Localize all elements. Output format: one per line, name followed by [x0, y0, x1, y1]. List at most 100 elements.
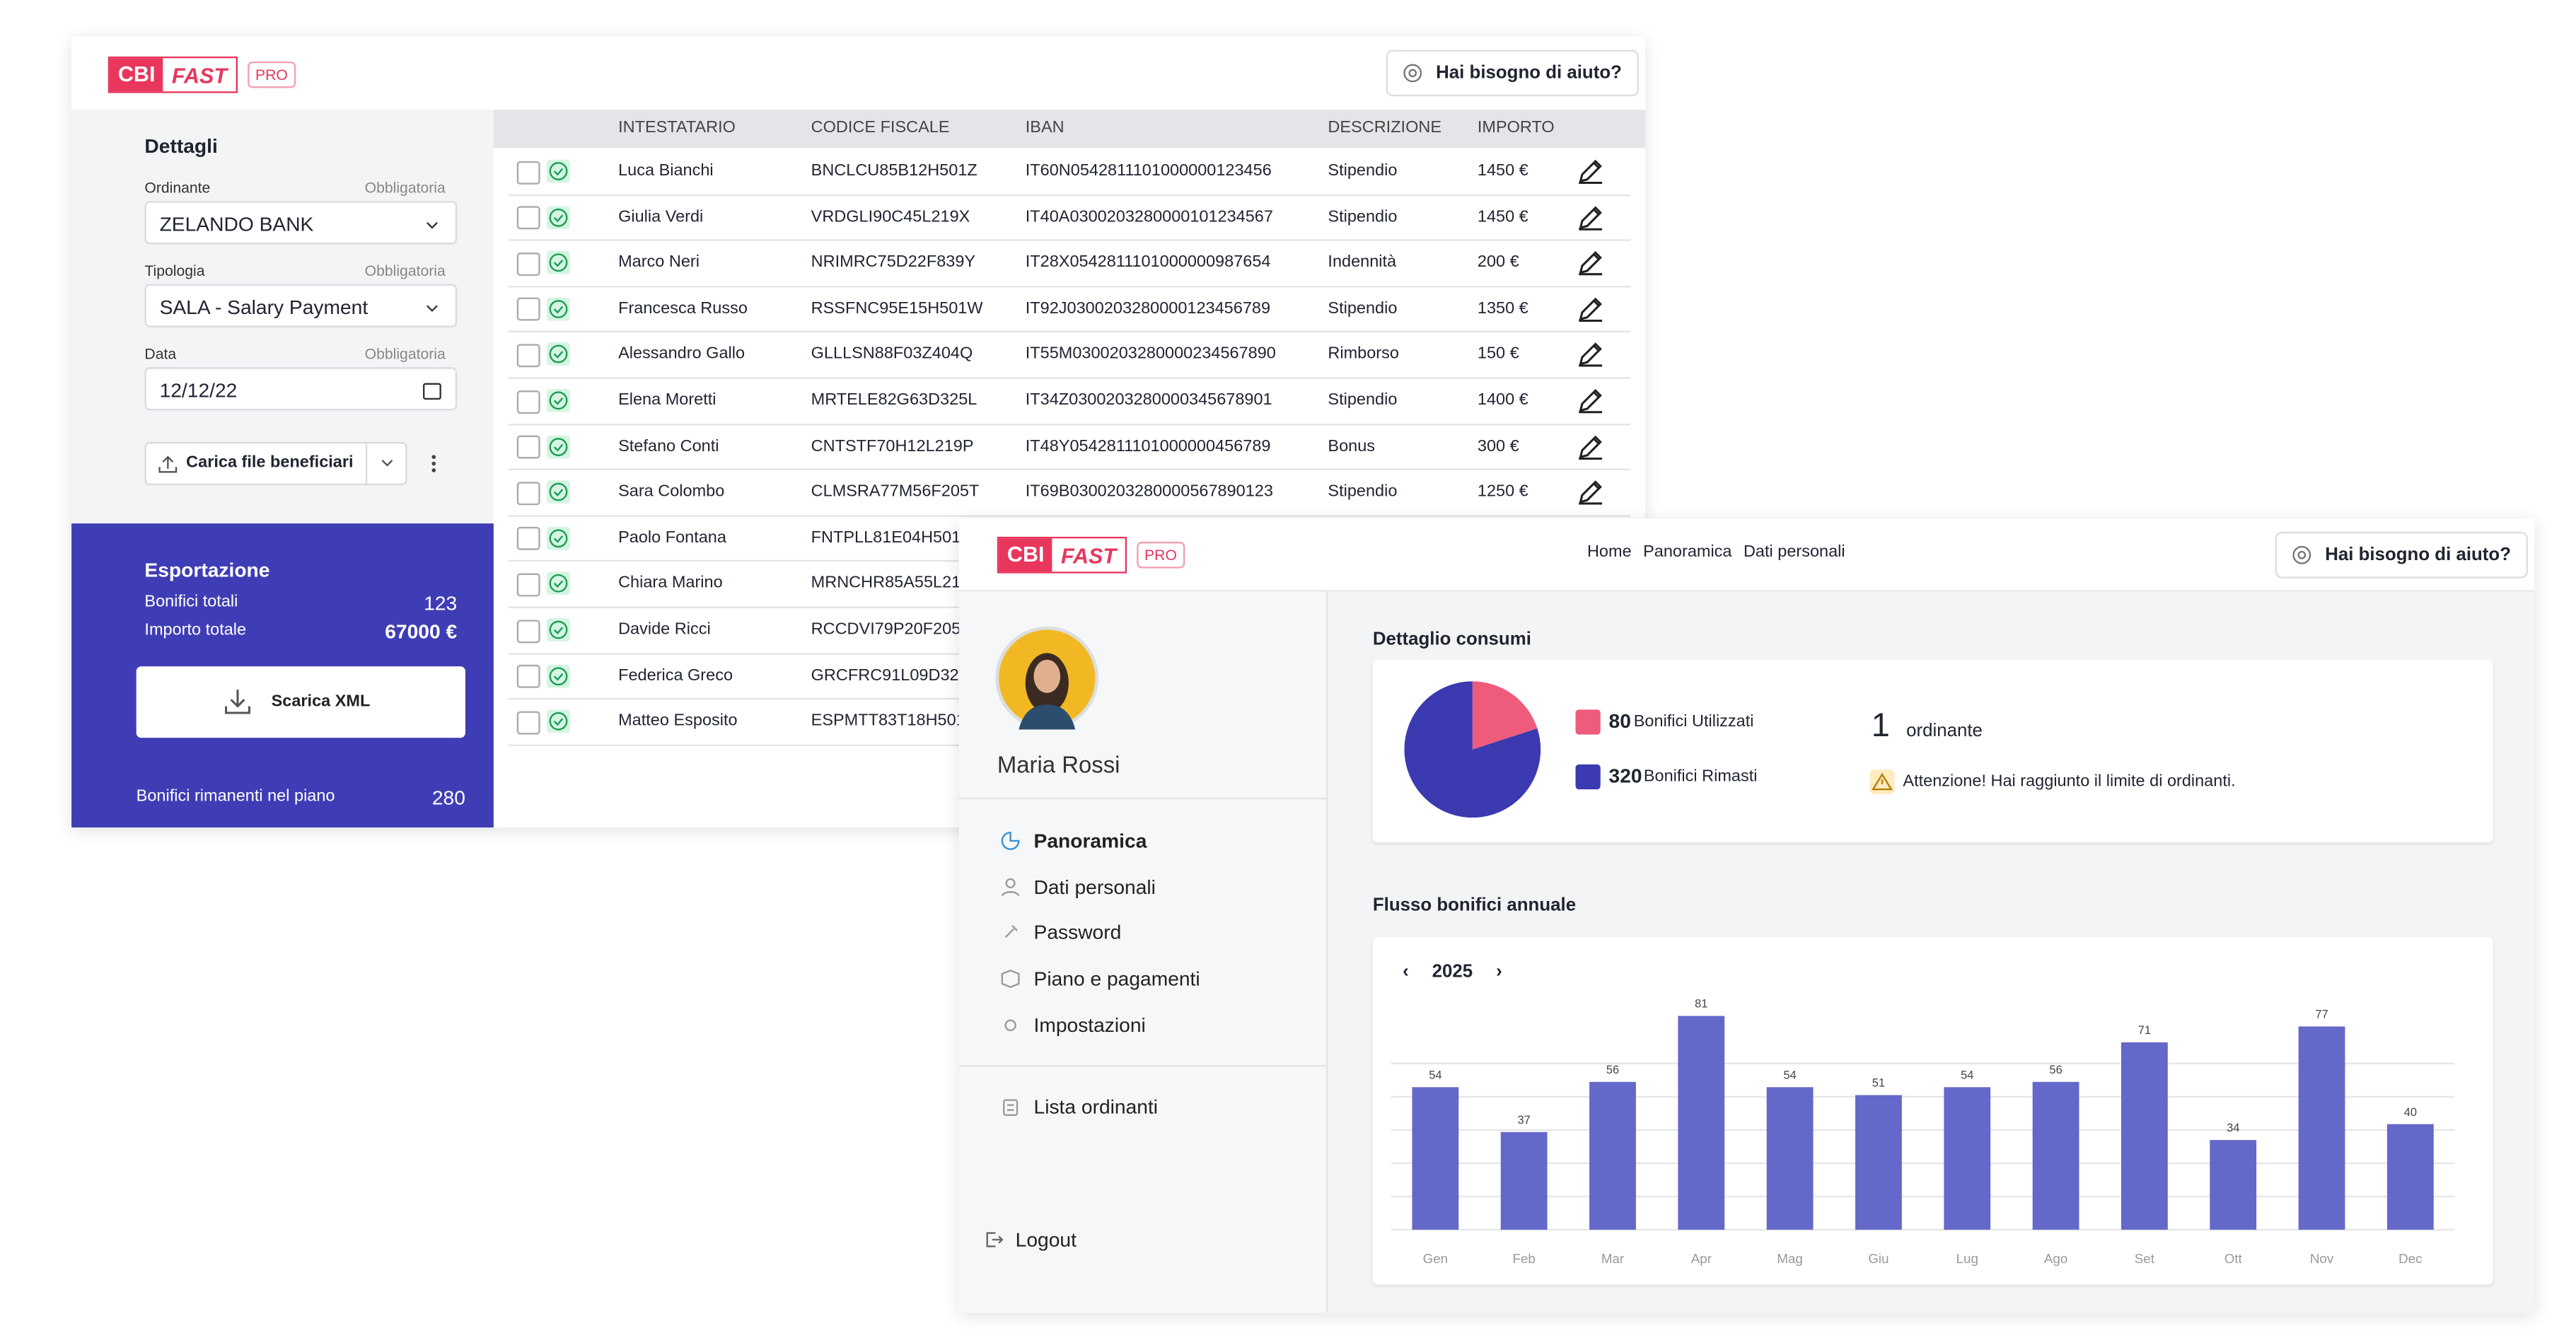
table-cell: CLMSRA77M56F205T	[811, 483, 980, 501]
field-icon	[427, 222, 438, 229]
status-ring	[549, 574, 568, 593]
edit-button[interactable]	[1577, 250, 1604, 277]
table-cell: 1250 €	[1477, 483, 1528, 501]
bar	[2386, 1124, 2434, 1230]
menu-item[interactable]: Panoramica	[1033, 829, 1147, 853]
status-ring	[549, 391, 568, 410]
table-cell: Luca Bianchi	[618, 162, 714, 180]
row-divider	[509, 377, 1631, 379]
menu-icon	[1001, 832, 1020, 850]
prev-year[interactable]: ‹	[1403, 962, 1409, 982]
field-icon	[427, 305, 438, 313]
row-checkbox[interactable]	[516, 619, 540, 643]
menu-item[interactable]: Password	[1033, 921, 1122, 945]
row-checkbox[interactable]	[516, 527, 540, 551]
status-icon	[547, 388, 570, 412]
x-tick-label: Dec	[2398, 1251, 2422, 1266]
nav-link[interactable]: Panoramica	[1643, 543, 1732, 562]
logo: CBI FAST PRO	[997, 536, 1185, 574]
download-button[interactable]: Scarica XML	[136, 666, 465, 738]
value-label: 77	[2315, 1009, 2328, 1021]
table-cell: 1350 €	[1477, 299, 1528, 318]
row-checkbox[interactable]	[516, 160, 540, 184]
edit-button[interactable]	[1577, 296, 1604, 322]
table-cell: CNTSTF70H12L219P	[811, 437, 974, 456]
row-checkbox[interactable]	[516, 298, 540, 322]
edit-icon	[1579, 205, 1603, 230]
menu-item[interactable]: Piano e pagamenti	[1033, 967, 1200, 991]
help-button[interactable]: Hai bisogno di aiuto?	[2275, 531, 2528, 579]
edit-icon	[1579, 480, 1603, 505]
table-cell: IT92J0300203280000123456789	[1025, 299, 1271, 318]
logo-brand: CBI	[110, 58, 164, 92]
field-input[interactable]: 12/12/22	[144, 367, 458, 411]
status-icon	[547, 480, 570, 504]
x-tick-label: Gen	[1423, 1251, 1449, 1266]
edit-button[interactable]	[1577, 479, 1604, 506]
download-text: Scarica XML	[271, 692, 371, 711]
menu-icon	[1004, 925, 1018, 938]
help-button[interactable]: Hai bisogno di aiuto?	[1386, 50, 1639, 97]
row-checkbox[interactable]	[516, 252, 540, 276]
row-checkbox[interactable]	[516, 573, 540, 597]
menu-item[interactable]: Lista ordinanti	[1033, 1095, 1159, 1119]
status-icon	[547, 572, 570, 596]
warning-icon	[1869, 769, 1895, 795]
next-year[interactable]: ›	[1496, 962, 1502, 982]
table-cell: Stipendio	[1328, 299, 1398, 318]
logo-product: FAST	[171, 62, 228, 88]
menu-item[interactable]: Dati personali	[1033, 875, 1156, 899]
table-cell: Rimborso	[1328, 345, 1399, 364]
status-icon	[547, 159, 570, 183]
more-menu[interactable]	[431, 452, 437, 475]
value-label: 40	[2404, 1106, 2417, 1119]
upload-dropdown[interactable]	[365, 442, 407, 486]
table-cell: 150 €	[1477, 345, 1519, 364]
table-cell: RSSFNC95E15H501W	[811, 299, 983, 318]
column-header: DESCRIZIONE	[1328, 119, 1441, 137]
row-checkbox[interactable]	[516, 344, 540, 368]
table-cell: IT28X0542811101000000987654	[1025, 253, 1271, 272]
upload-button[interactable]: Carica file beneficiari	[144, 442, 406, 486]
field-input[interactable]: SALA - Salary Payment	[144, 284, 458, 327]
status-ring	[549, 712, 568, 731]
divider	[958, 797, 1327, 800]
field-label: Tipologia	[144, 262, 205, 279]
table-cell: Indennità	[1328, 253, 1397, 272]
edit-button[interactable]	[1577, 433, 1604, 460]
edit-button[interactable]	[1577, 342, 1604, 368]
row-checkbox[interactable]	[516, 710, 540, 734]
bar	[1500, 1132, 1548, 1230]
pie-slice	[1404, 681, 1541, 818]
row-checkbox[interactable]	[516, 481, 540, 505]
edit-icon	[1579, 297, 1603, 322]
column-header: CODICE FISCALE	[811, 119, 950, 137]
table-cell: Stipendio	[1328, 483, 1398, 501]
table-cell: Stipendio	[1328, 207, 1398, 226]
row-checkbox[interactable]	[516, 665, 540, 688]
table-cell: GRCFRC91L09D325	[811, 666, 968, 685]
logout[interactable]: Logout	[1015, 1228, 1077, 1252]
logo-badge: PRO	[1136, 542, 1185, 569]
table-cell: Francesca Russo	[618, 299, 748, 318]
menu-item[interactable]: Impostazioni	[1033, 1013, 1146, 1037]
row-checkbox[interactable]	[516, 435, 540, 459]
status-check	[553, 214, 564, 222]
edit-button[interactable]	[1577, 158, 1604, 185]
row-divider	[509, 239, 1631, 241]
edit-button[interactable]	[1577, 387, 1604, 414]
status-check	[553, 443, 564, 451]
row-checkbox[interactable]	[516, 206, 540, 230]
edit-button[interactable]	[1577, 204, 1604, 231]
legend-value: 80	[1608, 709, 1631, 733]
row-checkbox[interactable]	[516, 390, 540, 413]
nav-link[interactable]: Home	[1586, 543, 1632, 562]
nav-link[interactable]: Dati personali	[1743, 543, 1845, 562]
field-input[interactable]: ZELANDO BANK	[144, 201, 458, 245]
divider	[958, 1065, 1327, 1067]
bar	[1412, 1087, 1459, 1230]
x-tick-label: Nov	[2310, 1251, 2334, 1266]
table-header	[493, 110, 1646, 149]
menu-icon-shape	[1004, 1019, 1016, 1031]
status-check	[553, 581, 564, 589]
